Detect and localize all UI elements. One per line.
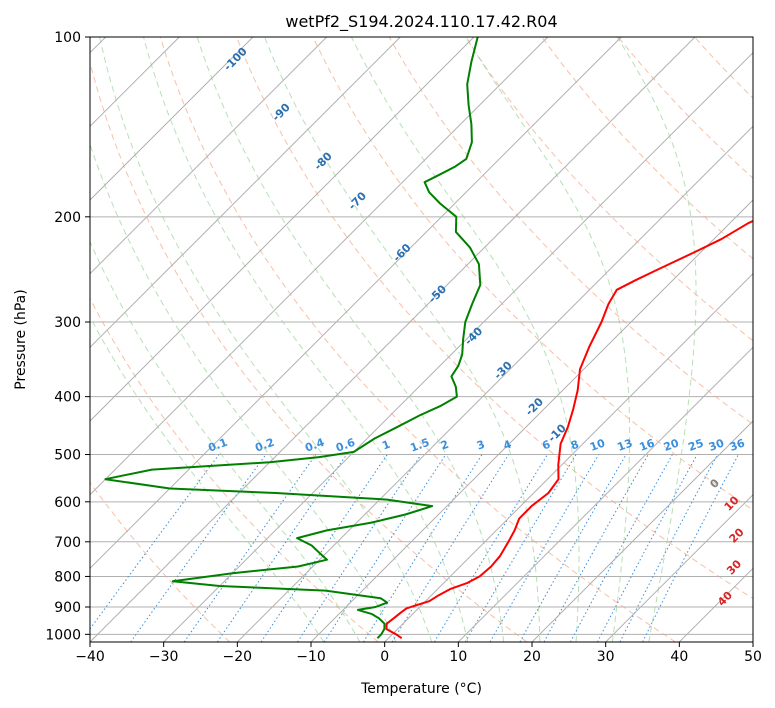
mixing-ratio-label: 1 bbox=[380, 438, 392, 453]
mixing-ratio-line bbox=[489, 454, 600, 642]
mixing-ratio-lines bbox=[90, 454, 739, 642]
axis-ticks: −40 −30 −20 −10 0 10 20 30 40 5010020030040050060… bbox=[45, 30, 762, 665]
isotherm-line bbox=[457, 346, 753, 642]
y-tick-label: 800 bbox=[54, 569, 81, 585]
mixing-ratio-label: 10 bbox=[588, 436, 607, 454]
mixing-ratio-line bbox=[297, 454, 422, 642]
dry-adiabat-line bbox=[465, 37, 753, 342]
chart-title: wetPf2_S194.2024.110.17.42.R04 bbox=[285, 12, 557, 32]
isotherm-line bbox=[236, 125, 753, 642]
mixing-ratio-line bbox=[323, 454, 447, 642]
mixing-ratio-label: 2 bbox=[439, 438, 451, 453]
x-tick-label: 20 bbox=[523, 649, 541, 665]
mixing-ratio-line bbox=[216, 454, 348, 642]
dry-adiabat-line bbox=[312, 37, 753, 511]
y-axis-label: Pressure (hPa) bbox=[13, 289, 29, 389]
isotherm-line bbox=[531, 420, 753, 642]
x-tick-label: 50 bbox=[744, 649, 762, 665]
mixing-ratio-label: 20 bbox=[662, 436, 681, 454]
mixing-ratio-line bbox=[569, 454, 673, 642]
profile-series bbox=[104, 37, 753, 640]
x-tick-label: −30 bbox=[149, 649, 179, 665]
mixing-ratio-label: 16 bbox=[638, 436, 657, 454]
mixing-ratio-label: 0.2 bbox=[253, 436, 276, 455]
dry-adiabat-line bbox=[90, 297, 379, 642]
dry-adiabat-line bbox=[159, 37, 676, 642]
isotherms bbox=[90, 37, 753, 642]
dry-adiabat-line bbox=[388, 37, 753, 425]
mixing-ratio-line bbox=[464, 454, 577, 642]
mixing-ratio-label: 3 bbox=[475, 438, 487, 453]
moist-adiabat-line bbox=[264, 37, 541, 642]
dry-adiabat-line bbox=[90, 60, 528, 642]
mixing-ratio-label: 0.6 bbox=[334, 436, 357, 455]
moist-adiabat-line bbox=[143, 37, 469, 642]
isotherm-line bbox=[90, 37, 549, 496]
y-tick-label: 900 bbox=[54, 600, 81, 616]
isotherm-line bbox=[90, 37, 622, 570]
pressure-gridlines bbox=[90, 37, 753, 635]
x-tick-label: 40 bbox=[670, 649, 688, 665]
mixing-ratio-label: 1.5 bbox=[408, 436, 431, 455]
mixing-ratio-line bbox=[260, 454, 388, 642]
isotherm-line bbox=[163, 51, 753, 642]
mixing-ratio-line bbox=[519, 454, 627, 642]
moist-adiabat-line bbox=[99, 37, 433, 642]
x-axis-label: Temperature (°C) bbox=[360, 681, 482, 697]
isotherm-line bbox=[90, 37, 401, 349]
mixing-ratio-label: 30 bbox=[707, 436, 726, 454]
mixing-ratio-line bbox=[433, 454, 548, 642]
y-tick-label: 200 bbox=[54, 210, 81, 226]
dewpoint-profile-line bbox=[104, 37, 482, 639]
x-tick-label: −10 bbox=[296, 649, 326, 665]
isotherm-line bbox=[605, 493, 753, 642]
moist-adiabat-line bbox=[90, 240, 361, 642]
y-tick-label: 700 bbox=[54, 535, 81, 551]
isotherm-line bbox=[90, 37, 696, 642]
y-tick-label: 1000 bbox=[45, 627, 81, 643]
temperature-profile-line bbox=[385, 219, 753, 640]
isotherm-line bbox=[384, 272, 753, 642]
mixing-ratio-label: 0.4 bbox=[303, 436, 326, 455]
mixing-ratio-label: 0.1 bbox=[206, 436, 229, 455]
isotherm-line bbox=[310, 199, 753, 642]
y-tick-label: 500 bbox=[54, 448, 81, 464]
y-tick-label: 300 bbox=[54, 315, 81, 331]
y-tick-label: 400 bbox=[54, 390, 81, 406]
mixing-ratio-line bbox=[130, 454, 267, 642]
dry-adiabat-line bbox=[617, 37, 753, 179]
moist-adiabat-line bbox=[616, 37, 697, 642]
mixing-ratio-label: 13 bbox=[615, 436, 634, 453]
moist-adiabat-line bbox=[350, 37, 580, 642]
mixing-ratio-label: 8 bbox=[569, 438, 581, 453]
x-tick-label: −20 bbox=[223, 649, 253, 665]
isotherm-line bbox=[90, 37, 254, 201]
mixing-ratio-line bbox=[183, 454, 317, 642]
dry-adiabats bbox=[90, 37, 753, 642]
y-tick-label: 100 bbox=[54, 30, 81, 46]
moist-adiabats bbox=[90, 37, 697, 642]
moist-adiabat-line bbox=[90, 315, 325, 642]
mixing-ratio-line bbox=[90, 454, 220, 630]
isotherm-line bbox=[90, 37, 475, 422]
moist-adiabat-line bbox=[465, 37, 631, 642]
mixing-ratio-label: 25 bbox=[686, 436, 705, 453]
isotherm-line bbox=[90, 37, 328, 275]
plot-frame bbox=[89, 36, 754, 643]
mixing-ratio-label: 4 bbox=[502, 438, 514, 453]
x-tick-label: −40 bbox=[75, 649, 105, 665]
mixing-ratio-label: 6 bbox=[540, 438, 552, 453]
y-tick-label: 600 bbox=[54, 495, 81, 511]
mixing-ratio-line bbox=[596, 454, 698, 642]
x-tick-label: 0 bbox=[380, 649, 389, 665]
mixing-ratio-label: 36 bbox=[728, 436, 747, 454]
x-tick-label: 30 bbox=[597, 649, 615, 665]
x-tick-label: 10 bbox=[449, 649, 467, 665]
moist-adiabat-line bbox=[90, 142, 397, 642]
